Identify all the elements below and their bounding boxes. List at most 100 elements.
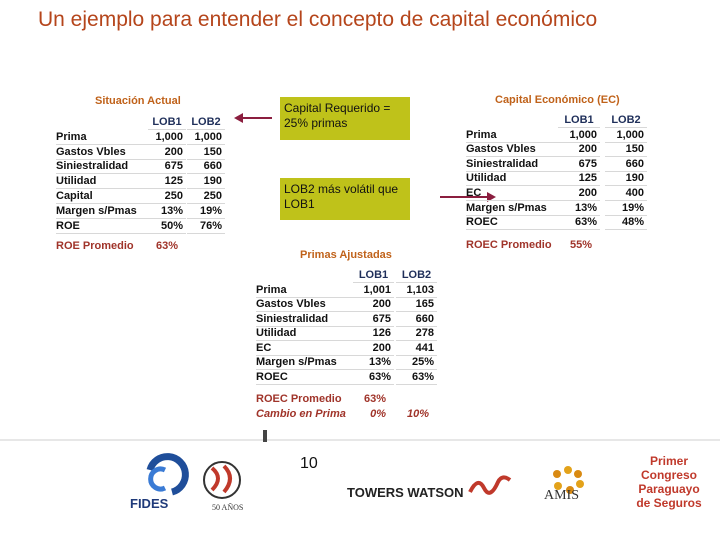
cell-value: 660	[605, 157, 647, 172]
row-label: ROEC	[256, 370, 353, 385]
row-label: Utilidad	[256, 326, 353, 341]
cell-value: 1,000	[187, 130, 225, 145]
cell-value: 150	[187, 145, 225, 160]
summary-label: ROEC Promedio	[466, 239, 552, 251]
row-label: Siniestralidad	[466, 157, 558, 172]
cell-value: 1,000	[148, 130, 186, 145]
cell-value: 63%	[558, 215, 600, 231]
summary-value: 63%	[155, 240, 178, 252]
cell-value: 675	[353, 312, 394, 327]
cell-value: 150	[605, 142, 647, 158]
towers-logo: TOWERS WATSON	[347, 485, 464, 500]
cell-value: 400	[605, 186, 647, 201]
cell-value: 13%	[558, 201, 600, 216]
cell-value: 660	[396, 312, 437, 327]
congress-logo: Primer Congreso Paraguayo de Seguros	[634, 454, 704, 510]
note-box: Capital Requerido = 25% primas	[280, 97, 410, 140]
cell-value: 165	[396, 297, 437, 312]
row-label: Margen s/Pmas	[256, 355, 353, 370]
cell-value: 126	[353, 326, 394, 341]
cell-value: 200	[353, 297, 394, 312]
cell-value: 190	[187, 174, 225, 190]
cell-value: 1,103	[396, 283, 437, 298]
cell-value: 1,001	[353, 283, 394, 298]
column-header: LOB2	[396, 268, 437, 283]
row-label: Prima	[256, 283, 353, 298]
congress-line: Congreso	[640, 468, 697, 482]
anniversary-icon	[203, 461, 241, 499]
congress-line: Paraguayo	[638, 482, 700, 496]
column-header: LOB2	[187, 115, 225, 130]
row-label: Capital	[56, 189, 148, 204]
column-header: LOB1	[558, 113, 600, 128]
cell-value: 13%	[148, 204, 186, 219]
row-label: Utilidad	[56, 174, 148, 190]
column-header: LOB2	[605, 113, 647, 128]
separator-tick	[263, 430, 267, 442]
row-label: Siniestralidad	[256, 312, 353, 327]
congress-line: Primer	[649, 454, 689, 468]
cell-value: 63%	[396, 370, 437, 385]
summary-value: 55%	[569, 239, 592, 251]
cell-value: 200	[353, 341, 394, 356]
cell-value: 250	[148, 189, 186, 204]
cell-value: 675	[148, 159, 186, 175]
cell-value: 675	[558, 157, 600, 172]
cell-value: 125	[558, 171, 600, 187]
row-label: Gastos Vbles	[256, 297, 353, 312]
table-title: Primas Ajustadas	[300, 249, 392, 261]
row-label: Margen s/Pmas	[56, 204, 148, 219]
cell-value: 1,000	[558, 128, 600, 143]
row-label: Utilidad	[466, 171, 558, 187]
row-label: EC	[466, 186, 558, 201]
arrow-head	[487, 192, 496, 202]
row-label: ROEC	[466, 215, 558, 231]
cell-value: 278	[396, 326, 437, 341]
row-label: Prima	[466, 128, 558, 143]
cell-value: 13%	[353, 355, 394, 370]
column-header: LOB1	[353, 268, 394, 283]
summary-label: Cambio en Prima	[256, 408, 346, 420]
table-title: Capital Económico (EC)	[495, 94, 620, 106]
fides-logo: FIDES	[130, 496, 169, 511]
column-header: LOB1	[148, 115, 186, 130]
congress-line: de Seguros	[636, 496, 702, 510]
summary-value: 63%	[363, 393, 386, 405]
summary-value: 0%	[370, 408, 386, 420]
summary-label: ROEC Promedio	[256, 393, 342, 405]
row-label: Gastos Vbles	[56, 145, 148, 160]
row-label: Siniestralidad	[56, 159, 148, 175]
row-label: ROE	[56, 219, 148, 234]
summary-value: 10%	[406, 408, 429, 420]
anniversary-icon	[210, 464, 232, 494]
fides-icon	[148, 466, 167, 492]
cell-value: 76%	[187, 219, 225, 234]
row-label: Margen s/Pmas	[466, 201, 558, 216]
cell-value: 660	[187, 159, 225, 175]
amis-icon	[553, 466, 584, 494]
cell-value: 200	[148, 145, 186, 160]
cell-value: 250	[187, 189, 225, 204]
row-label: EC	[256, 341, 353, 356]
cell-value: 441	[396, 341, 437, 356]
slide-title: Un ejemplo para entender el concepto de …	[38, 8, 598, 31]
towers-icon	[468, 475, 512, 495]
cell-value: 63%	[353, 370, 394, 385]
cell-value: 125	[148, 174, 186, 190]
arrow-head	[234, 113, 243, 123]
row-label: Gastos Vbles	[466, 142, 558, 158]
note-box: LOB2 más volátil que LOB1	[280, 178, 410, 220]
cell-value: 48%	[605, 215, 647, 231]
page-number: 10	[300, 455, 318, 472]
cell-value: 1,000	[605, 128, 647, 143]
row-label: Prima	[56, 130, 148, 145]
amis-logo: AMIS	[544, 488, 580, 503]
cell-value: 50%	[148, 219, 186, 234]
cell-value: 200	[558, 142, 600, 158]
cell-value: 19%	[605, 201, 647, 216]
cell-value: 200	[558, 186, 600, 201]
table-title: Situación Actual	[95, 95, 181, 107]
summary-label: ROE Promedio	[56, 240, 134, 252]
